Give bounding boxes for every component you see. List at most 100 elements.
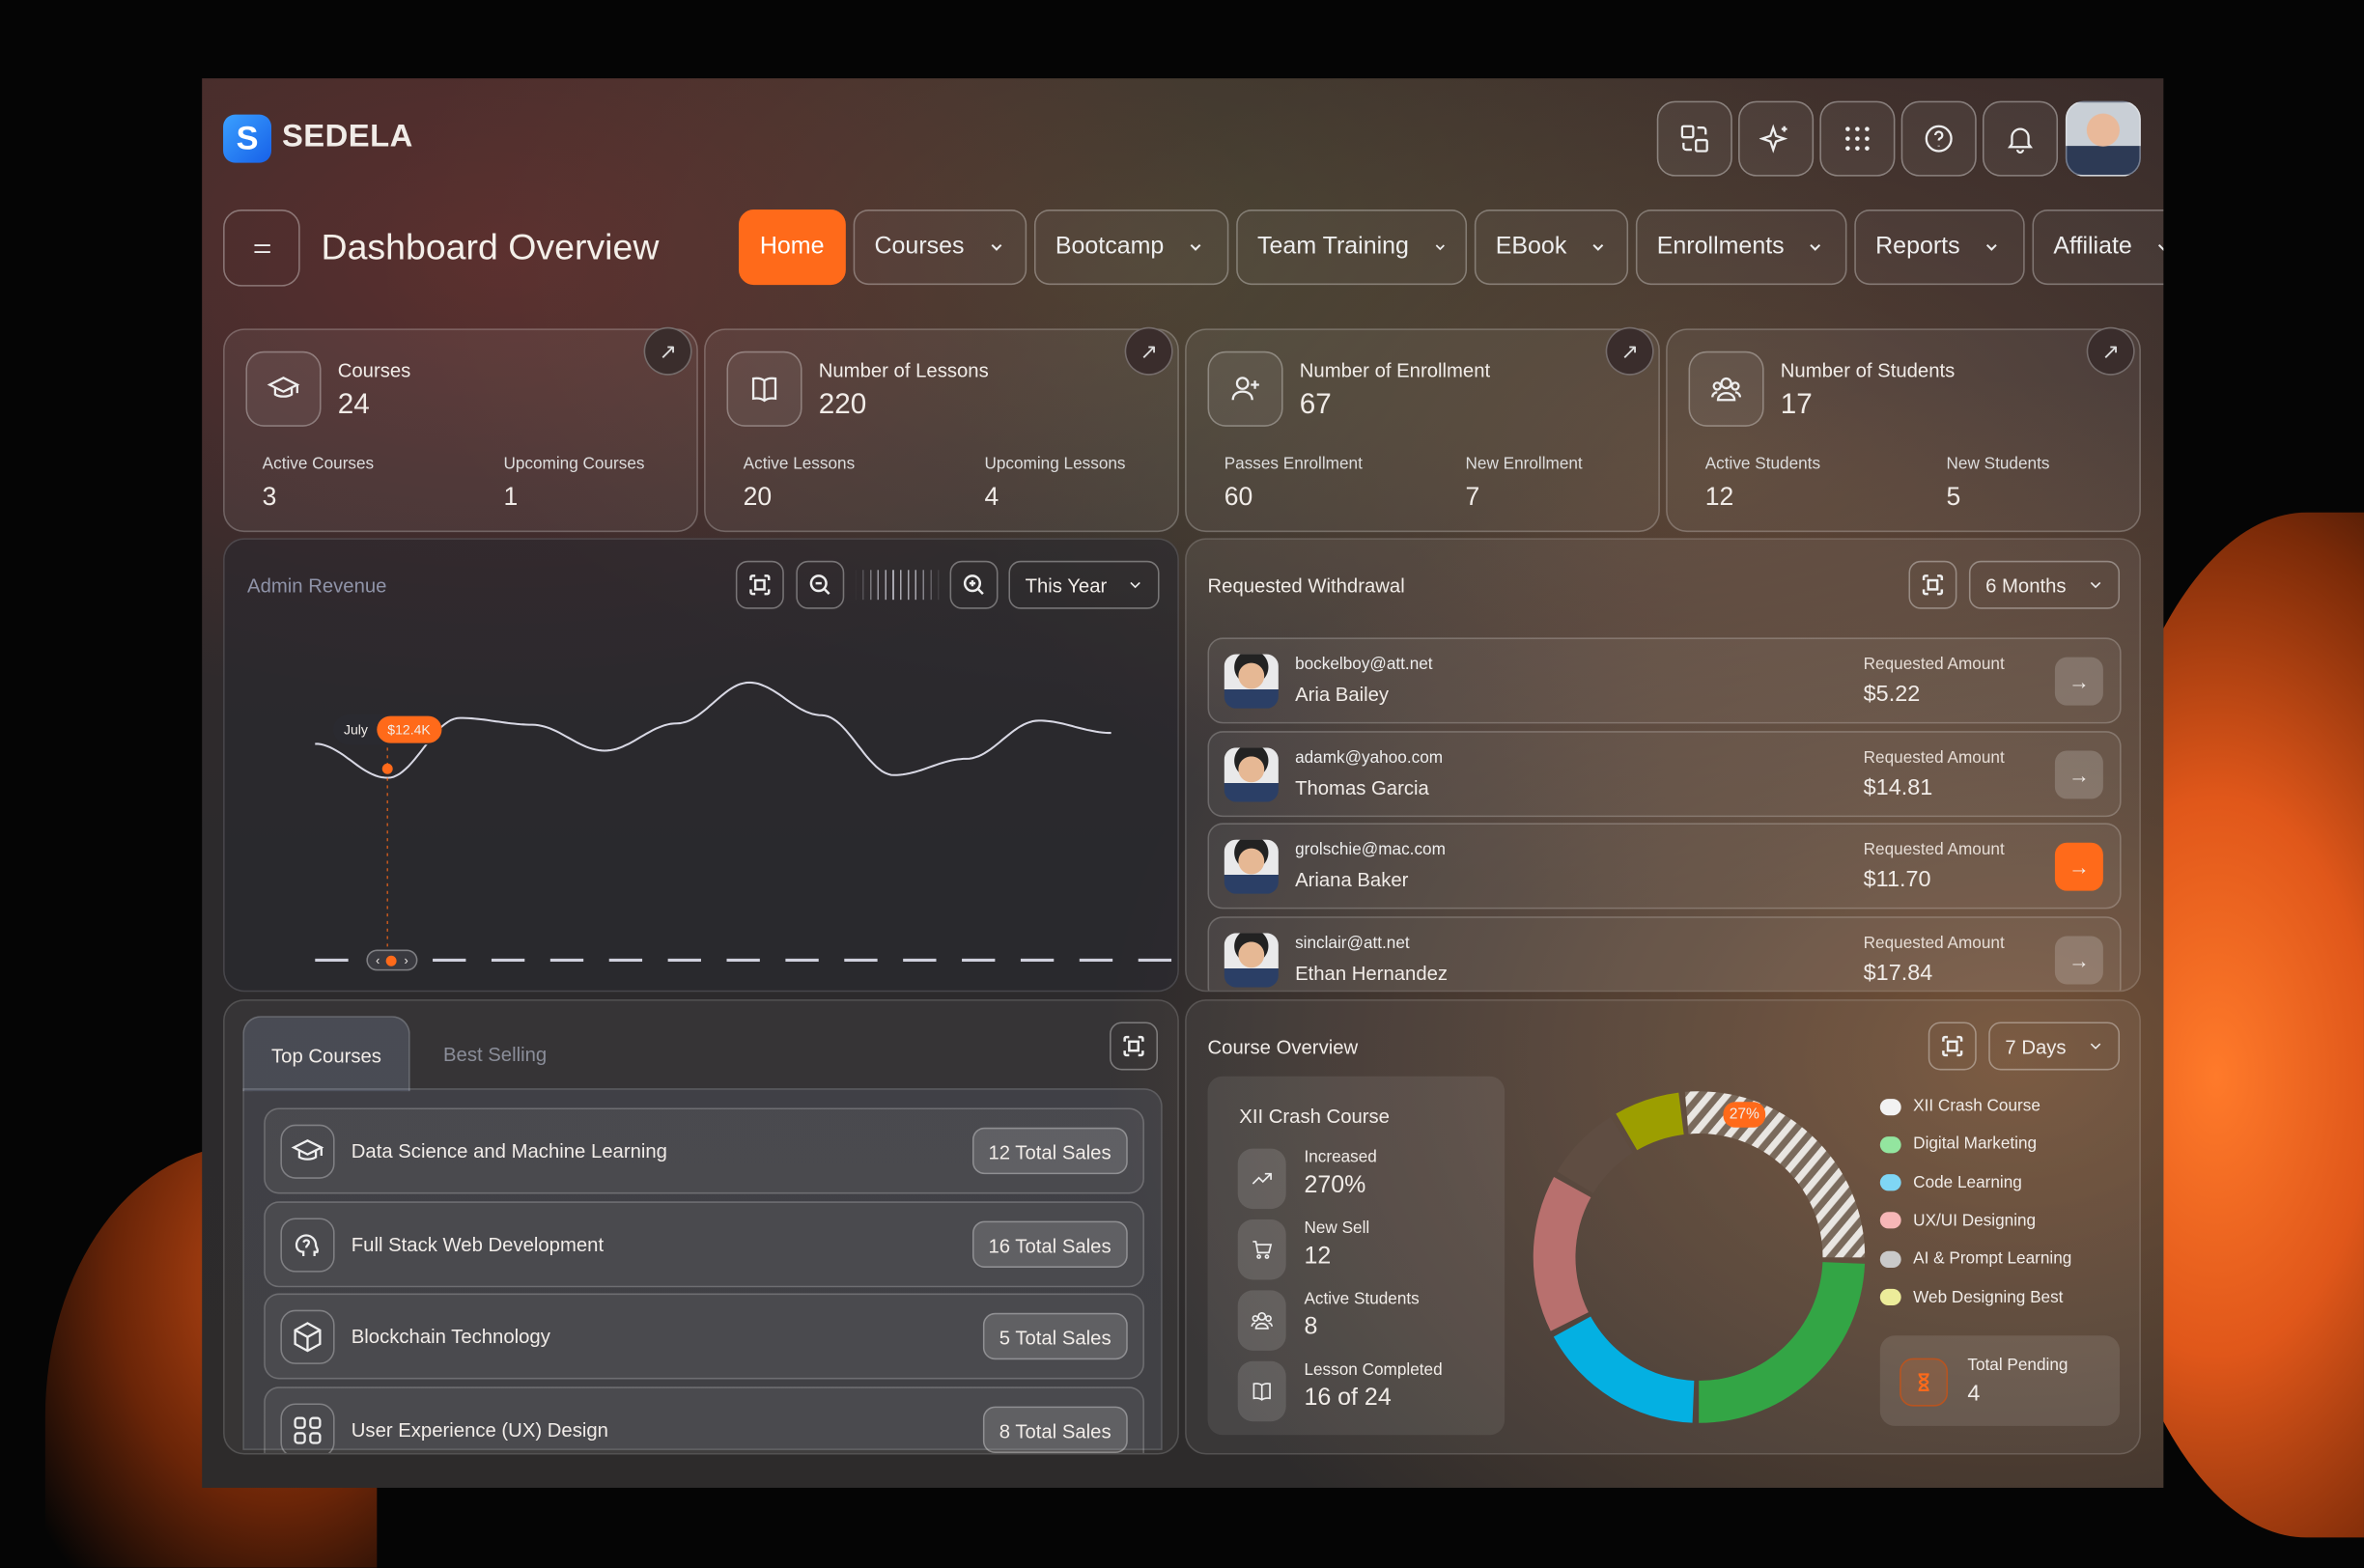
withdrawal-row: adamk@yahoo.com Thomas Garcia Requested …	[1207, 730, 2122, 817]
legend-label: Digital Marketing	[1913, 1135, 2038, 1154]
components-icon	[280, 1402, 335, 1453]
menu-button[interactable]	[223, 210, 300, 287]
user-plus-icon	[1231, 377, 1259, 401]
apps-button[interactable]	[1819, 100, 1896, 177]
open-details-button[interactable]: ↗	[1605, 326, 1654, 376]
expand-button[interactable]	[735, 560, 784, 609]
course-row[interactable]: User Experience (UX) Design 8 Total Sale…	[264, 1386, 1144, 1453]
stat-sub-label: New Students	[1946, 455, 2050, 474]
revenue-chart	[315, 681, 1172, 963]
open-details-button[interactable]: ↗	[2086, 326, 2135, 376]
chevron-down-icon	[2090, 581, 2101, 589]
expand-icon	[1123, 1035, 1144, 1057]
ai-sparkle-button[interactable]	[1738, 100, 1815, 177]
stat-title: Number of Enrollment	[1299, 358, 1491, 381]
timeline-scrubber[interactable]: ‹ ›	[366, 949, 418, 971]
stat-title: Number of Lessons	[818, 358, 989, 381]
graduation-cap-icon	[291, 1139, 324, 1161]
nav-reports[interactable]: Reports	[1854, 210, 2025, 286]
tab-best-selling[interactable]: Best Selling	[442, 1043, 548, 1066]
language-button[interactable]	[1656, 100, 1732, 177]
tooltip-label: July	[343, 721, 368, 738]
legend-item: XII Crash Course	[1879, 1097, 2040, 1116]
expand-icon	[1922, 574, 1944, 596]
stat-value: 67	[1299, 388, 1332, 421]
page-title: Dashboard Overview	[321, 227, 660, 268]
user-name: Ariana Baker	[1295, 868, 1409, 891]
view-request-button[interactable]: →	[2054, 935, 2103, 984]
course-name: User Experience (UX) Design	[351, 1417, 608, 1441]
donut-segment[interactable]	[1553, 1316, 1695, 1423]
arrow-right-icon: →	[2068, 854, 2090, 880]
period-dropdown[interactable]: 7 Days	[1988, 1022, 2121, 1071]
nav-label: Home	[759, 233, 825, 260]
nav-enrollments[interactable]: Enrollments	[1635, 210, 1847, 286]
stat-card-number-of-lessons: Number of Lessons 220 Active Lessons 20 …	[704, 328, 1179, 533]
view-request-button[interactable]: →	[2054, 749, 2103, 798]
zoom-in-button[interactable]	[949, 560, 999, 609]
course-row[interactable]: Full Stack Web Development 16 Total Sale…	[264, 1200, 1144, 1287]
tab-top-courses[interactable]: Top Courses	[242, 1016, 410, 1092]
expand-button[interactable]	[1908, 560, 1957, 609]
revenue-line	[315, 681, 1112, 779]
users-icon	[1251, 1311, 1273, 1330]
total-sales-badge: 5 Total Sales	[982, 1312, 1128, 1360]
view-request-button[interactable]: →	[2054, 657, 2103, 706]
legend-label: Code Learning	[1913, 1173, 2022, 1192]
nav-bootcamp[interactable]: Bootcamp	[1033, 210, 1229, 286]
apps-grid-icon	[1845, 126, 1870, 151]
notifications-button[interactable]	[1982, 100, 2059, 177]
expand-button[interactable]	[1110, 1022, 1159, 1071]
stat-value: 8	[1304, 1314, 1318, 1340]
open-details-button[interactable]: ↗	[643, 326, 692, 376]
amount-label: Requested Amount	[1863, 656, 2005, 674]
withdrawal-row: bockelboy@att.net Aria Bailey Requested …	[1207, 637, 2122, 724]
period-dropdown[interactable]: 6 Months	[1968, 560, 2121, 609]
legend-item: Digital Marketing	[1879, 1135, 2038, 1154]
brand-name: SEDELA	[281, 119, 413, 154]
book-icon	[1252, 1383, 1271, 1401]
stat-label: Active Students	[1304, 1290, 1420, 1309]
donut-segment[interactable]	[1616, 1092, 1684, 1151]
pending-value: 4	[1967, 1381, 1981, 1407]
view-request-button[interactable]: →	[2054, 842, 2103, 891]
open-details-button[interactable]: ↗	[1124, 326, 1173, 376]
amount-value: $14.81	[1863, 773, 1933, 800]
legend-swatch	[1879, 1288, 1901, 1305]
nav-home[interactable]: Home	[738, 210, 846, 286]
legend-label: XII Crash Course	[1913, 1097, 2040, 1116]
donut-segment[interactable]	[1699, 1262, 1866, 1423]
course-donut-chart	[1533, 1091, 1866, 1423]
course-row[interactable]: Data Science and Machine Learning 12 Tot…	[264, 1107, 1144, 1194]
zoom-out-button[interactable]	[796, 560, 845, 609]
donut-segment[interactable]	[1533, 1177, 1591, 1331]
stat-sub-label: Upcoming Courses	[503, 455, 645, 474]
period-value: This Year	[1025, 574, 1108, 597]
cube-icon	[280, 1309, 335, 1364]
donut-segment[interactable]	[1684, 1091, 1866, 1258]
amount-value: $11.70	[1863, 866, 1931, 893]
avatar	[1224, 654, 1279, 709]
help-button[interactable]	[1900, 100, 1977, 177]
highlight-point	[381, 763, 393, 774]
expand-button[interactable]	[1928, 1022, 1977, 1071]
nav-team-training[interactable]: Team Training	[1236, 210, 1468, 286]
legend-swatch	[1879, 1250, 1901, 1268]
user-email: sinclair@att.net	[1295, 934, 1410, 952]
user-avatar[interactable]	[2065, 100, 2141, 177]
total-sales-badge: 16 Total Sales	[971, 1219, 1128, 1268]
stat-sub-value: 5	[1946, 482, 1961, 512]
legend-label: AI & Prompt Learning	[1913, 1249, 2072, 1269]
donut-segment[interactable]	[1557, 1116, 1634, 1193]
hamburger-icon	[253, 243, 270, 253]
nav-ebook[interactable]: EBook	[1474, 210, 1629, 286]
zoom-slider[interactable]	[855, 570, 943, 601]
help-icon	[1925, 125, 1953, 153]
nav-courses[interactable]: Courses	[853, 210, 1027, 286]
nav-affiliate[interactable]: Affiliate	[2032, 210, 2164, 286]
user-name: Ethan Hernandez	[1295, 961, 1449, 984]
period-dropdown[interactable]: This Year	[1008, 560, 1160, 609]
course-row[interactable]: Blockchain Technology 5 Total Sales	[264, 1293, 1144, 1380]
scrubber-handle[interactable]	[386, 955, 398, 966]
